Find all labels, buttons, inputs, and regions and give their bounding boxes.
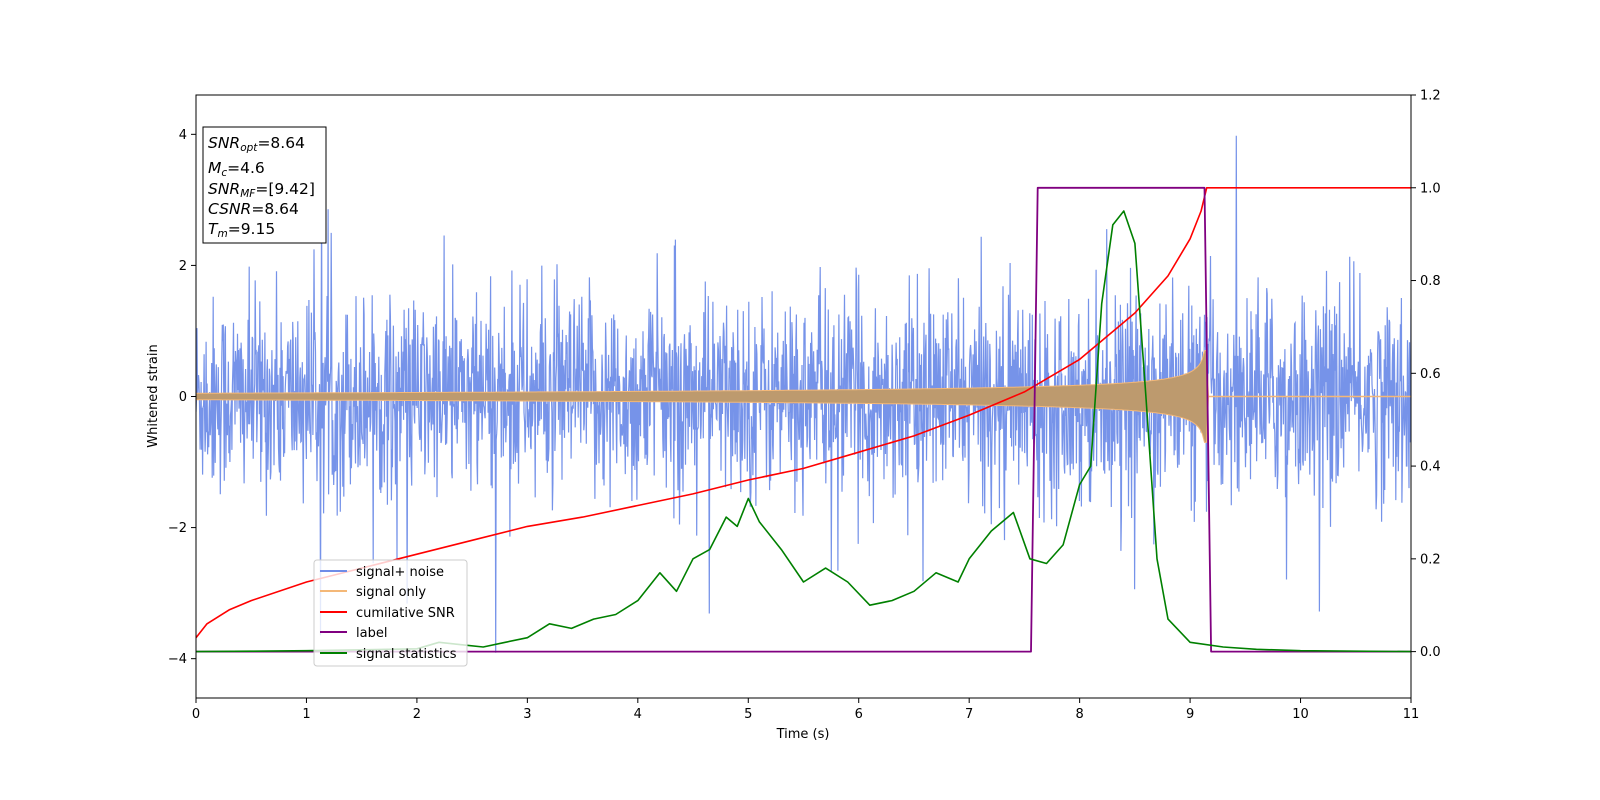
x-tick-label: 2	[413, 707, 421, 722]
info-tm: Tm=9.15	[208, 220, 275, 240]
x-tick-label: 5	[744, 707, 752, 722]
legend-label-signal-noise: signal+ noise	[356, 565, 444, 580]
x-tick-label: 0	[192, 707, 200, 722]
x-tick-label: 1	[302, 707, 310, 722]
right-y-tick: 0.8	[1411, 274, 1441, 289]
right-y-tick: 0.0	[1411, 645, 1441, 660]
left-y-tick: 4	[179, 128, 196, 143]
info-box: SNRopt=8.64 Mc=4.6 SNRMF=[9.42] CSNR=8.6…	[202, 126, 327, 244]
left-y-tick-label: 2	[179, 259, 187, 274]
x-tick: 4	[634, 698, 642, 722]
x-tick-label: 10	[1292, 707, 1309, 722]
left-y-tick: −2	[168, 521, 196, 536]
x-tick: 1	[302, 698, 311, 722]
right-y-tick-label: 0.0	[1420, 645, 1441, 660]
x-tick-label: 9	[1186, 707, 1194, 722]
series-signal-only	[196, 350, 1411, 443]
right-y-tick: 0.4	[1411, 460, 1441, 475]
left-y-axis-label: Whitened strain	[146, 344, 161, 447]
left-y-tick-label: 0	[179, 390, 187, 405]
x-tick: 5	[744, 698, 752, 722]
series-signal-statistics	[196, 210, 1411, 653]
right-y-tick-label: 0.8	[1420, 274, 1441, 289]
x-tick-label: 4	[634, 707, 642, 722]
left-y-tick: 2	[179, 259, 196, 274]
x-tick: 2	[413, 698, 421, 722]
right-y-tick-label: 1.2	[1420, 89, 1441, 104]
series-label	[196, 186, 1411, 653]
left-y-axis: −4 −2 0 2 4	[168, 128, 196, 667]
x-tick: 6	[855, 698, 863, 722]
left-y-tick-label: 4	[179, 128, 187, 143]
right-y-axis: 0.0 0.2 0.4 0.6 0.8 1.0 1.2	[1411, 89, 1441, 660]
info-csnr: CSNR=8.64	[208, 200, 299, 218]
x-tick-label: 3	[523, 707, 531, 722]
right-y-tick: 1.2	[1411, 89, 1441, 104]
right-y-tick: 1.0	[1411, 181, 1441, 196]
series-signal-noise	[196, 135, 1411, 653]
legend-frame	[313, 559, 468, 667]
x-tick-label: 7	[965, 707, 973, 722]
right-y-tick-label: 0.4	[1420, 460, 1441, 475]
x-tick: 8	[1075, 698, 1084, 722]
x-tick: 9	[1186, 698, 1194, 722]
x-tick: 3	[523, 698, 532, 722]
right-y-tick-label: 0.2	[1420, 552, 1441, 567]
x-tick: 7	[965, 698, 973, 722]
right-y-tick: 0.2	[1411, 552, 1441, 567]
left-y-tick: 0	[179, 390, 196, 405]
left-y-tick: −4	[168, 652, 196, 667]
legend: signal+ noise signal only cumilative SNR…	[313, 559, 468, 667]
info-box-frame	[202, 126, 327, 244]
x-tick-label: 6	[855, 707, 863, 722]
info-snr-mf: SNRMF=[9.42]	[208, 180, 315, 200]
legend-label-signal-statistics: signal statistics	[356, 647, 457, 662]
x-tick-label: 11	[1403, 707, 1420, 722]
legend-label-signal-only: signal only	[356, 585, 426, 600]
legend-label-label: label	[356, 626, 387, 641]
legend-label-cumulative-snr: cumilative SNR	[356, 606, 455, 621]
x-tick: 10	[1292, 698, 1309, 722]
right-y-tick-label: 0.6	[1420, 367, 1441, 382]
x-axis-label: Time (s)	[776, 727, 830, 742]
x-tick-label: 8	[1075, 707, 1083, 722]
info-mc: Mc=4.6	[208, 159, 265, 179]
info-snr-opt: SNRopt=8.64	[208, 134, 305, 154]
left-y-tick-label: −2	[168, 521, 187, 536]
x-axis: 0 1 2 3 4 5 6 7 8 9 10 11	[192, 698, 1419, 722]
left-y-tick-label: −4	[168, 652, 187, 667]
right-y-tick-label: 1.0	[1420, 181, 1441, 196]
x-tick: 11	[1403, 698, 1420, 722]
x-tick: 0	[192, 698, 200, 722]
right-y-tick: 0.6	[1411, 367, 1441, 382]
